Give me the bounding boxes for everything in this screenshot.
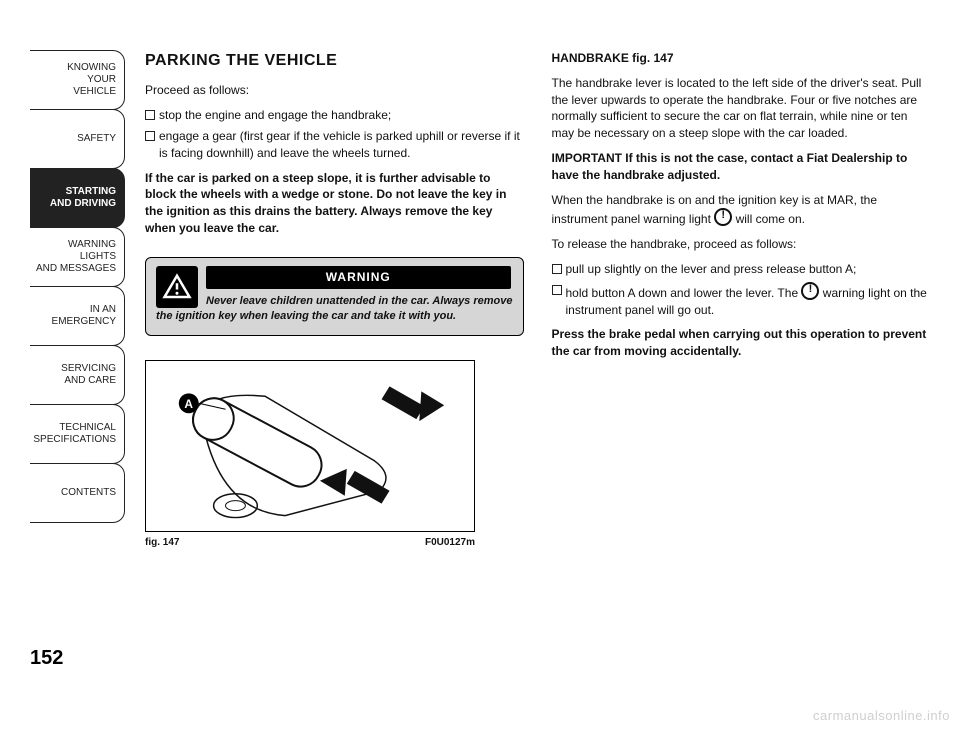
list-item: hold button A down and lower the lever. …: [552, 282, 931, 319]
tab-emergency[interactable]: IN AN EMERGENCY: [30, 286, 125, 346]
right-column: HANDBRAKE fig. 147 The handbrake lever i…: [552, 50, 931, 660]
page-number: 152: [30, 647, 63, 670]
section-heading: PARKING THE VEHICLE: [145, 50, 524, 72]
watermark-text: carmanualsonline.info: [813, 708, 950, 723]
figure-caption: fig. 147: [145, 536, 179, 550]
list-item: pull up slightly on the lever and press …: [552, 261, 931, 278]
arrow-up-icon: [382, 386, 445, 421]
procedure-list: stop the engine and engage the handbrake…: [145, 107, 524, 161]
warning-header: WARNING: [206, 266, 511, 289]
release-procedure-list: pull up slightly on the lever and press …: [552, 261, 931, 318]
figure-code: F0U0127m: [425, 536, 475, 550]
left-column: PARKING THE VEHICLE Proceed as follows: …: [145, 50, 524, 660]
figure-147: A fig. 147 F0U0127m: [145, 360, 475, 550]
tab-warning-lights[interactable]: WARNING LIGHTS AND MESSAGES: [30, 227, 125, 287]
tab-contents[interactable]: CONTENTS: [30, 463, 125, 523]
warning-triangle-icon: [156, 266, 198, 308]
tab-safety[interactable]: SAFETY: [30, 109, 125, 169]
handbrake-warning-icon: [714, 208, 732, 226]
paragraph: Press the brake pedal when carrying out …: [552, 326, 931, 360]
sidebar-nav: KNOWING YOUR VEHICLE SAFETY STARTING AND…: [30, 50, 125, 522]
bold-paragraph: If the car is parked on a steep slope, i…: [145, 170, 524, 237]
paragraph: The handbrake lever is located to the le…: [552, 75, 931, 142]
warning-text: Never leave children unattended in the c…: [156, 294, 513, 325]
page-content: PARKING THE VEHICLE Proceed as follows: …: [145, 50, 930, 660]
paragraph: When the handbrake is on and the ignitio…: [552, 192, 931, 229]
arrow-down-icon: [320, 468, 390, 503]
warning-box: WARNING Never leave children unattended …: [145, 257, 524, 336]
figure-marker-a: A: [184, 397, 193, 411]
tab-servicing[interactable]: SERVICING AND CARE: [30, 345, 125, 405]
tab-knowing-vehicle[interactable]: KNOWING YOUR VEHICLE: [30, 50, 125, 110]
list-item: engage a gear (first gear if the vehicle…: [145, 128, 524, 162]
subheading: HANDBRAKE fig. 147: [552, 50, 931, 67]
intro-text: Proceed as follows:: [145, 82, 524, 99]
tab-tech-specs[interactable]: TECHNICAL SPECIFICATIONS: [30, 404, 125, 464]
paragraph: To release the handbrake, proceed as fol…: [552, 236, 931, 253]
figure-frame: A: [145, 360, 475, 532]
tab-starting-driving[interactable]: STARTING AND DRIVING: [30, 168, 125, 228]
handbrake-warning-icon: [801, 282, 819, 300]
list-item: stop the engine and engage the handbrake…: [145, 107, 524, 124]
important-paragraph: IMPORTANT If this is not the case, conta…: [552, 150, 931, 184]
